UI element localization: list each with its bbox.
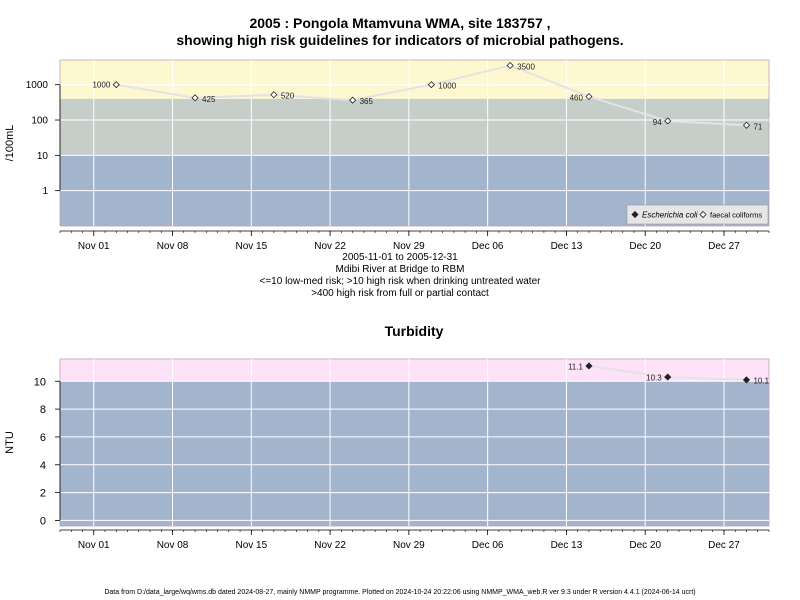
legend-ecoli-marker [631,210,639,219]
chart-title-line2: showing high risk guidelines for indicat… [176,32,624,48]
risk-band [60,98,769,156]
data-label: 460 [570,94,584,103]
turbidity-point [742,376,751,384]
faecal-coliforms-point [191,94,199,102]
turbidity-chart: Turbidity 0 2 4 6 8 10 NTU Nov 01 Nov 08 Nov 15 Nov… [4,323,770,551]
data-label: 94 [653,118,662,127]
x-tick-label: Nov 08 [157,540,189,551]
x-tick-label: Dec 06 [472,540,504,551]
y-axis-label: /100mL [4,125,16,162]
data-label: 10.3 [646,374,662,383]
date-range: 2005-11-01 to 2005-12-31 [342,252,458,263]
bacteria-chart: 1 10 100 1000/100mL Nov 01 Nov 08 Nov 15 Nov 22… [4,59,770,252]
turbidity-band-low [60,381,769,526]
x-tick-label: Nov 01 [78,241,110,252]
faecal-coliforms-point [506,61,514,70]
x-tick-label: Nov 29 [393,540,425,551]
y-tick-label: 8 [40,404,46,416]
y-tick-label: 1 [42,186,48,197]
x-tick-label: Nov 15 [235,241,267,252]
x-tick-label: Dec 13 [551,540,583,551]
x-tick-label: Dec 20 [629,540,661,551]
guideline-note-contact: >400 high risk from full or partial cont… [311,288,489,299]
x-tick-label: Dec 20 [629,241,661,252]
y-tick-label: 0 [40,515,46,527]
x-tick-label: Dec 13 [551,241,583,252]
data-label: 425 [202,95,216,104]
turbidity-band-high [60,359,769,382]
site-name: Mdibi River at Bridge to RBM [335,264,465,275]
data-label: 71 [753,122,762,131]
x-tick-label: Nov 22 [314,241,346,252]
legend-faecal-marker [699,210,707,219]
y-tick-label: 4 [40,460,46,472]
faecal-coliforms-point [585,93,593,101]
faecal-coliforms-point [427,81,435,89]
guideline-note-drinking: <=10 low-med risk; >10 high risk when dr… [259,276,541,287]
legend-box [626,204,769,225]
x-tick-label: Dec 06 [472,241,504,252]
data-label: 3500 [517,62,535,71]
data-label: 520 [281,92,295,101]
y-tick-label: 1000 [26,80,49,91]
y-tick-label: 10 [37,151,49,162]
faecal-coliforms-point [664,117,672,125]
turbidity-point [585,362,593,370]
y-tick-label: 2 [40,488,46,500]
data-label: 1000 [92,81,110,90]
faecal-coliforms-point [270,91,278,99]
x-tick-label: Nov 29 [393,241,425,252]
x-tick-label: Nov 22 [314,540,346,551]
faecal-coliforms-point [742,121,751,129]
y-axis-label: NTU [4,431,16,454]
faecal-coliforms-point [112,81,120,89]
chart-title-line1: 2005 : Pongola Mtamvuna WMA, site 183757… [249,15,551,31]
y-tick-label: 6 [40,432,46,444]
legend: Escherichia coli faecal coliforms [626,204,769,225]
x-tick-label: Nov 01 [78,540,110,551]
faecal-coliforms-point [349,96,357,104]
x-tick-label: Dec 27 [708,241,740,252]
y-tick-label: 100 [31,116,48,127]
y-tick-label: 10 [34,376,46,388]
footer-note: Data from D:/data_large/wq/wms.db dated … [104,589,696,596]
data-label: 11.1 [568,362,584,371]
risk-band [60,60,769,99]
data-label: 365 [360,97,374,106]
turbidity-point [664,373,672,381]
turbidity-title: Turbidity [385,323,444,339]
x-tick-label: Nov 08 [157,241,189,252]
legend-ecoli-label: Escherichia coli [642,211,698,220]
x-tick-label: Dec 27 [708,540,740,551]
data-label: 1000 [438,82,456,91]
data-label: 10.1 [753,376,769,385]
x-tick-label: Nov 15 [235,540,267,551]
legend-faecal-label: faecal coliforms [710,211,762,220]
